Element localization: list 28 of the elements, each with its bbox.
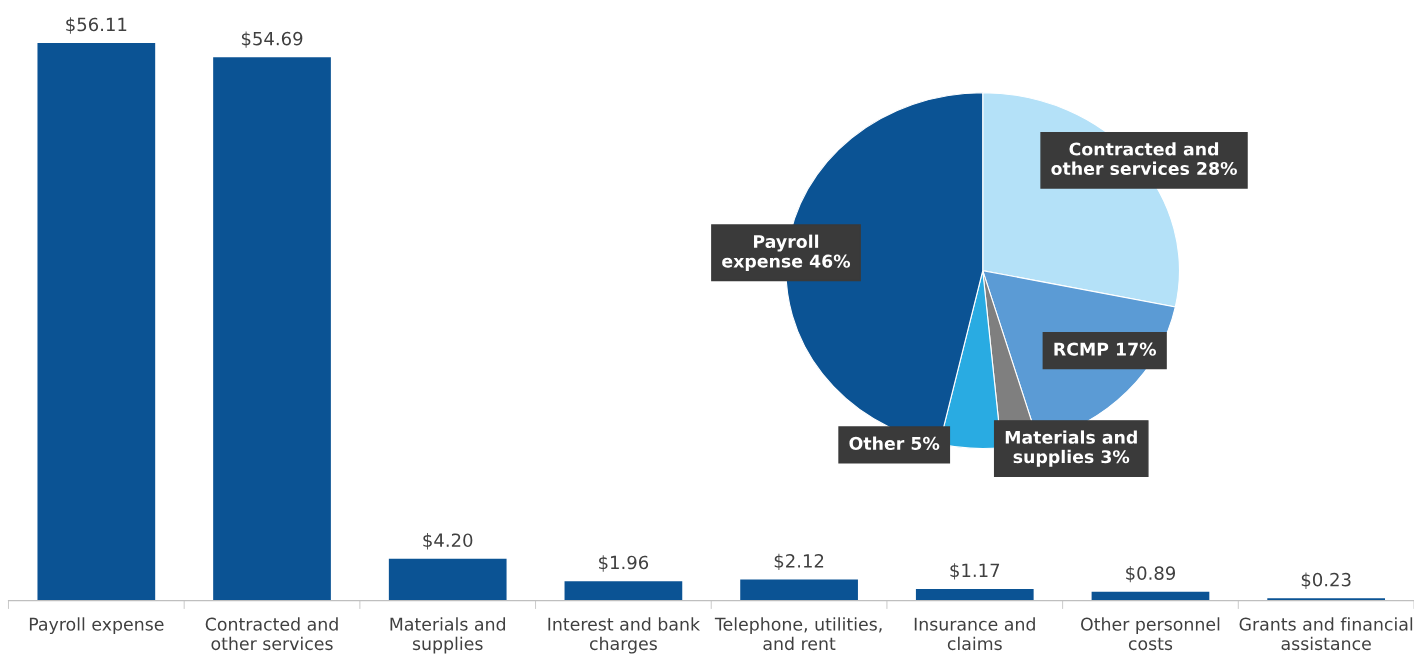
data-label: $0.89 [1126, 565, 1176, 583]
slice-label: Other 5% [849, 436, 940, 450]
bar [740, 579, 858, 601]
x-tick-label: Interest and bank charges [548, 617, 700, 654]
slice-label: Materials and supplies 3% [1005, 430, 1137, 467]
data-label: $1.17 [950, 563, 1000, 580]
slice-label: Contracted and other services 28% [1051, 142, 1237, 176]
bar [388, 558, 507, 601]
x-tick-label: Insurance and claims [914, 617, 1035, 651]
data-label: $54.69 [241, 31, 303, 48]
data-label: $1.96 [599, 555, 649, 572]
bar [564, 581, 683, 601]
x-tick-label: Payroll expense [29, 617, 164, 635]
data-label: $56.11 [66, 17, 127, 34]
data-label: $4.20 [423, 533, 473, 550]
slice-label: Payroll expense 46% [722, 234, 851, 271]
bar [1091, 591, 1210, 601]
x-tick-label: Contracted and other services [205, 617, 338, 651]
bar [37, 43, 156, 601]
bar [213, 57, 331, 601]
x-tick-label: Grants and financial assistance [1239, 617, 1413, 651]
x-tick-label: Materials and supplies [390, 617, 506, 654]
data-label: $2.12 [774, 553, 824, 571]
x-tick-label: Other personnel costs [1081, 617, 1220, 651]
data-label: $0.23 [1301, 572, 1351, 589]
slice-label: RCMP 17% [1054, 342, 1156, 356]
bar [915, 588, 1034, 601]
x-tick-label: Telephone, utilities, and rent [714, 617, 882, 651]
